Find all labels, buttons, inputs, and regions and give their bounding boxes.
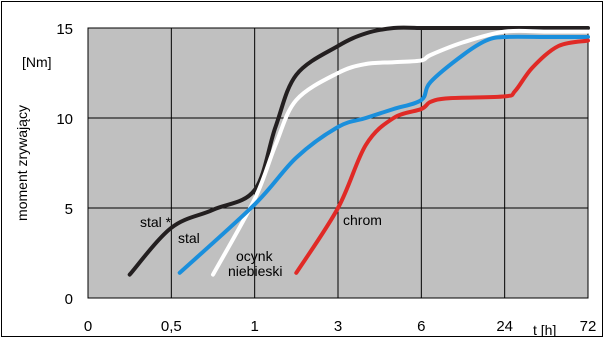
y-axis-unit: [Nm] bbox=[22, 54, 52, 70]
label-stal-star: stal * bbox=[140, 214, 172, 230]
x-tick-label: 0 bbox=[84, 318, 92, 335]
series-line-chrom bbox=[294, 38, 590, 275]
label-stal: stal bbox=[178, 230, 200, 246]
x-tick-label: 6 bbox=[417, 318, 425, 335]
label-niebieski: niebieski bbox=[228, 263, 282, 279]
series-line-stal bbox=[127, 25, 590, 277]
x-tick-label: 3 bbox=[334, 318, 342, 335]
y-tick-label: 5 bbox=[65, 201, 73, 218]
y-axis-label: moment zrywający bbox=[14, 105, 30, 221]
x-tick-label: 72 bbox=[580, 318, 597, 335]
series-line-ocynk bbox=[211, 28, 590, 277]
x-tick-label: 24 bbox=[496, 318, 513, 335]
series-line-niebieski bbox=[177, 34, 590, 275]
y-tick-label: 15 bbox=[56, 21, 73, 38]
x-tick-label: 1 bbox=[250, 318, 258, 335]
label-chrom: chrom bbox=[343, 212, 382, 228]
tick-layer: 0 0,5 1 3 6 24 72 0 5 10 15 bbox=[56, 21, 596, 335]
x-tick-label: 0,5 bbox=[161, 318, 182, 335]
x-axis-label: t [h] bbox=[533, 322, 556, 336]
y-tick-label: 0 bbox=[65, 291, 73, 308]
label-ocynk: ocynk bbox=[236, 248, 274, 264]
y-tick-label: 10 bbox=[56, 111, 73, 128]
series-layer bbox=[127, 25, 590, 277]
